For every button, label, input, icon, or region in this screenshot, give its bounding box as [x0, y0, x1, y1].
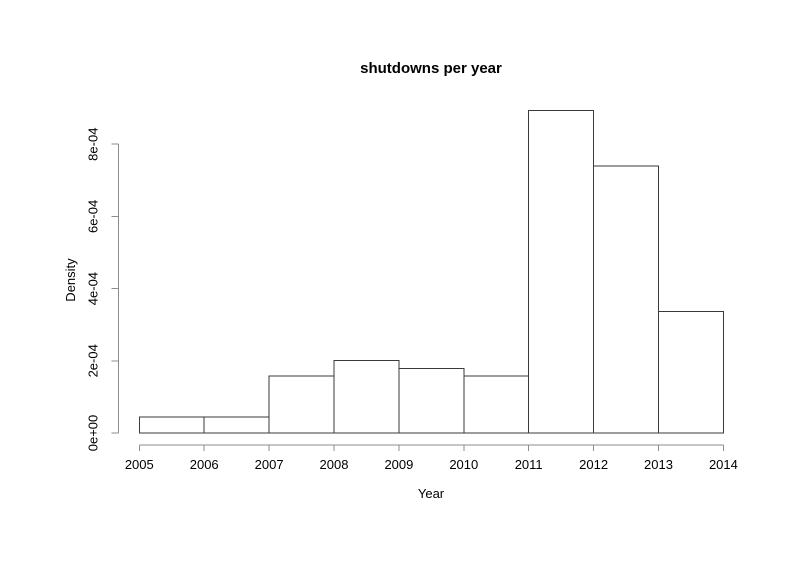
y-tick-label: 8e-04: [86, 128, 101, 161]
axes: 0e+00 2e-04 4e-04 6e-04 8e-04 2005 2006 2007 200…: [86, 128, 738, 472]
y-tick-label: 4e-04: [86, 272, 101, 305]
x-tick-label: 2010: [449, 457, 478, 472]
x-tick-label: 2011: [515, 457, 543, 472]
histogram-bar: [138, 416, 205, 434]
histogram-bar: [398, 367, 465, 434]
histogram-bar: [593, 165, 659, 434]
y-tick-label: 6e-04: [86, 200, 101, 233]
x-tick-label: 2012: [579, 457, 608, 472]
x-tick-label: 2008: [320, 457, 349, 472]
x-tick-label: 2006: [190, 457, 219, 472]
x-tick-label: 2013: [644, 457, 673, 472]
y-tick-label: 0e+00: [86, 415, 101, 452]
x-tick-label: 2009: [384, 457, 413, 472]
histogram-bars: [138, 109, 724, 434]
histogram-bar: [268, 375, 335, 434]
histogram-bar: [528, 109, 595, 434]
y-axis-title: Density: [63, 258, 78, 302]
histogram-bar: [463, 375, 530, 434]
histogram-bar: [203, 416, 270, 434]
x-tick-label: 2005: [125, 457, 154, 472]
y-tick-label: 2e-04: [86, 344, 101, 377]
x-axis-title: Year: [418, 486, 445, 501]
x-tick-label: 2014: [709, 457, 738, 472]
chart-title: shutdowns per year: [360, 60, 502, 77]
histogram-bar: [333, 359, 400, 434]
histogram-bar: [658, 310, 724, 434]
x-tick-label: 2007: [255, 457, 284, 472]
